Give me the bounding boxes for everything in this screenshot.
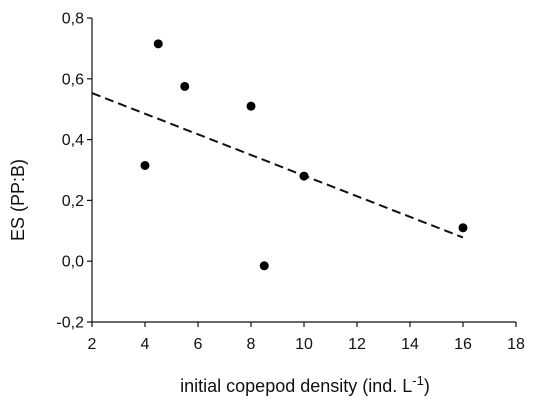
x-tick-label: 6 — [194, 336, 203, 353]
x-axis: 2 4 6 8 10 12 14 16 18 — [88, 321, 525, 353]
x-tick-label: 10 — [295, 336, 313, 353]
x-axis-title: initial copepod density (ind. L-1) — [180, 373, 430, 396]
data-point — [246, 101, 256, 111]
x-tick-label: 4 — [141, 336, 150, 353]
plot-area: -0,2 0,0 0,2 0,4 0,6 0,8 2 4 6 8 10 12 14 16 18 — [56, 11, 525, 354]
data-point — [259, 261, 269, 271]
data-point — [153, 39, 163, 49]
x-tick-label: 14 — [401, 336, 419, 353]
x-tick-label: 2 — [88, 336, 97, 353]
data-point — [140, 160, 150, 170]
x-axis-title-superscript: -1 — [412, 373, 424, 388]
data-point — [180, 81, 190, 91]
y-axis: -0,2 0,0 0,2 0,4 0,6 0,8 — [56, 11, 93, 332]
y-axis-title: ES (PP:B) — [8, 159, 28, 241]
y-tick-label: 0,0 — [62, 254, 84, 271]
y-tick-label: 0,8 — [62, 11, 84, 28]
trend-line-group — [91, 92, 464, 239]
x-axis-title-main: initial copepod density (ind. L — [180, 376, 412, 396]
data-points-group — [140, 39, 468, 271]
x-tick-label: 16 — [454, 336, 472, 353]
x-tick-label: 12 — [348, 336, 366, 353]
x-tick-label: 18 — [507, 336, 525, 353]
x-tick-label: 8 — [247, 336, 256, 353]
data-point — [299, 171, 309, 181]
y-tick-label: 0,4 — [62, 132, 84, 149]
y-tick-label: 0,2 — [62, 193, 84, 210]
trend-line — [91, 92, 464, 239]
y-tick-label: 0,6 — [62, 71, 84, 88]
data-point — [458, 223, 468, 233]
y-tick-label: -0,2 — [56, 315, 84, 332]
x-axis-title-close: ) — [424, 376, 430, 396]
